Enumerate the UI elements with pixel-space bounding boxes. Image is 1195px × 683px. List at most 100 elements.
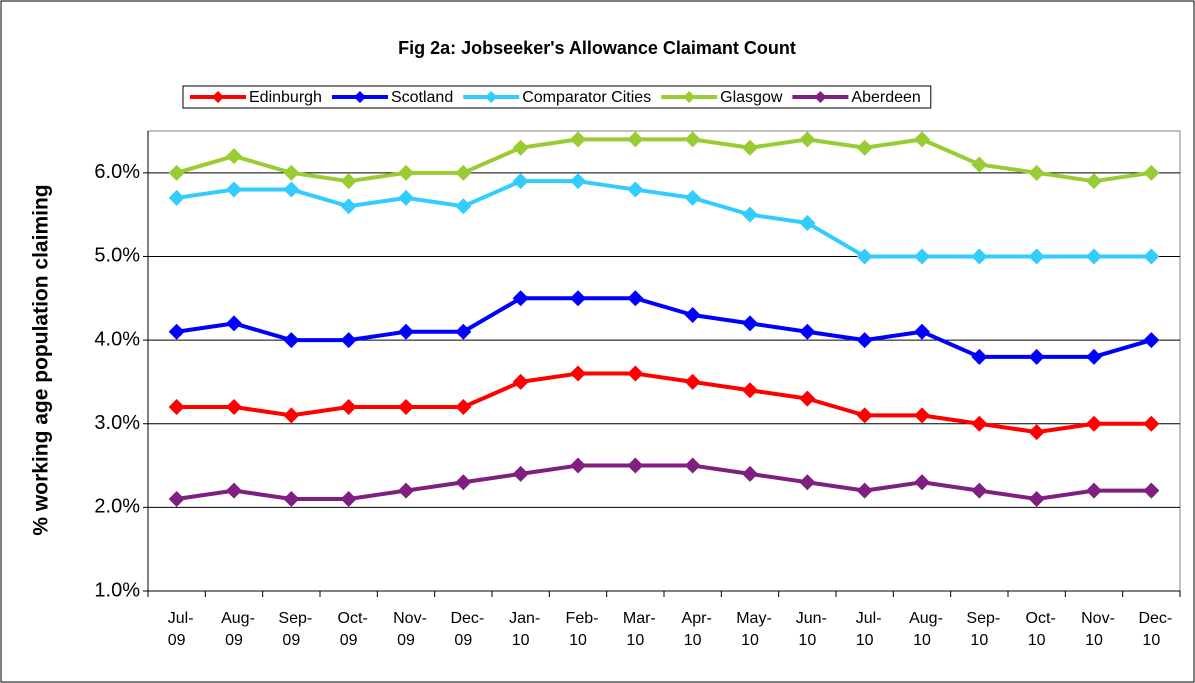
data-point [168,164,185,181]
x-tick-label-line: Dec- [1138,610,1172,627]
legend-label: Aberdeen [851,89,920,106]
x-tick-label: Sep- 10 [966,610,1000,649]
x-tick-label-line: 09 [454,632,472,649]
data-point [1143,248,1160,265]
data-point [226,148,242,165]
data-point [570,131,586,148]
legend-marker [212,91,224,103]
data-point [570,290,586,307]
data-point [283,181,300,198]
data-point [283,491,300,507]
data-point [684,131,701,148]
y-axis-label: % working age population claiming [30,184,53,535]
x-tick-label-line: 10 [970,632,988,649]
data-point [971,156,988,173]
data-point [340,399,357,415]
data-point [168,323,185,340]
x-tick-label: Apr- 10 [682,610,712,649]
data-point [1086,348,1102,365]
data-point [340,332,357,349]
data-point [971,415,988,432]
x-tick-label-line: Mar- [623,610,656,627]
data-point [627,290,644,307]
data-point [398,164,414,181]
x-tick-label-line: Jul- [168,610,194,627]
data-point [1086,482,1102,499]
y-tick-label: 2.0% [94,496,140,518]
x-tick-label-line: 10 [684,632,702,649]
legend-marker [485,91,498,103]
x-tick-label: Aug- 09 [221,610,255,649]
data-point [455,323,472,340]
legend-label: Glasgow [720,89,783,106]
data-point [1028,491,1045,507]
data-point [283,332,300,349]
data-point [398,323,414,340]
x-tick-label: Feb- 10 [566,610,599,649]
x-tick-label-line: Nov- [1081,610,1115,627]
x-tick-label-line: 10 [1142,632,1160,649]
data-point [226,399,242,415]
data-point [455,399,472,415]
data-point [512,139,529,156]
y-tick-label: 6.0% [94,161,140,183]
data-point [570,365,586,382]
x-tick-label-line: Nov- [393,610,427,627]
data-point [742,315,758,332]
data-point [1028,424,1045,441]
data-point [226,482,242,499]
data-point [1143,332,1160,349]
data-point [512,465,529,482]
x-tick-label-line: Jan- [509,610,540,627]
data-point [971,248,988,265]
x-tick-label-line: 10 [856,632,874,649]
data-point [627,181,644,198]
x-tick-label: Jun- 10 [796,610,827,649]
data-point [1086,248,1102,265]
data-point [398,399,414,415]
data-point [856,407,873,424]
data-point [1143,164,1160,181]
data-point [455,474,472,491]
data-point [512,290,529,307]
data-point [398,189,414,206]
legend-label: Edinburgh [249,89,322,106]
x-tick-label: May- 10 [736,610,772,649]
x-tick-label: Oct- 10 [1026,610,1056,649]
data-point [1143,482,1160,499]
data-point [340,173,357,190]
x-tick-label: Oct- 09 [338,610,368,649]
x-tick-label-line: Aug- [909,610,943,627]
data-point [398,482,414,499]
y-tick-label: 4.0% [94,328,140,350]
data-point [971,348,988,365]
x-tick-label-line: 10 [626,632,644,649]
data-point [742,139,758,156]
legend-marker [353,91,366,103]
data-point [684,189,701,206]
data-point [226,315,242,332]
data-point [914,323,930,340]
y-tick-label: 5.0% [94,245,140,267]
data-point [1028,248,1045,265]
x-tick-label-line: 10 [512,632,530,649]
data-point [168,189,185,206]
data-point [742,465,758,482]
data-point [914,131,930,148]
data-point [627,365,644,382]
x-tick-label-line: 10 [569,632,587,649]
x-tick-label: Sep- 09 [278,610,312,649]
x-tick-label-line: 09 [225,632,243,649]
series-line [176,463,1152,501]
x-tick-label-line: 09 [397,632,415,649]
data-point [455,198,472,215]
data-point [283,164,300,181]
data-point [684,373,701,390]
data-point [627,457,644,474]
series-line [176,296,1152,359]
data-point [283,407,300,424]
x-tick-label-line: Oct- [1026,610,1056,627]
x-tick-label-line: 10 [741,632,759,649]
x-tick-label: Aug- 10 [909,610,943,649]
x-tick-label-line: Oct- [338,610,368,627]
